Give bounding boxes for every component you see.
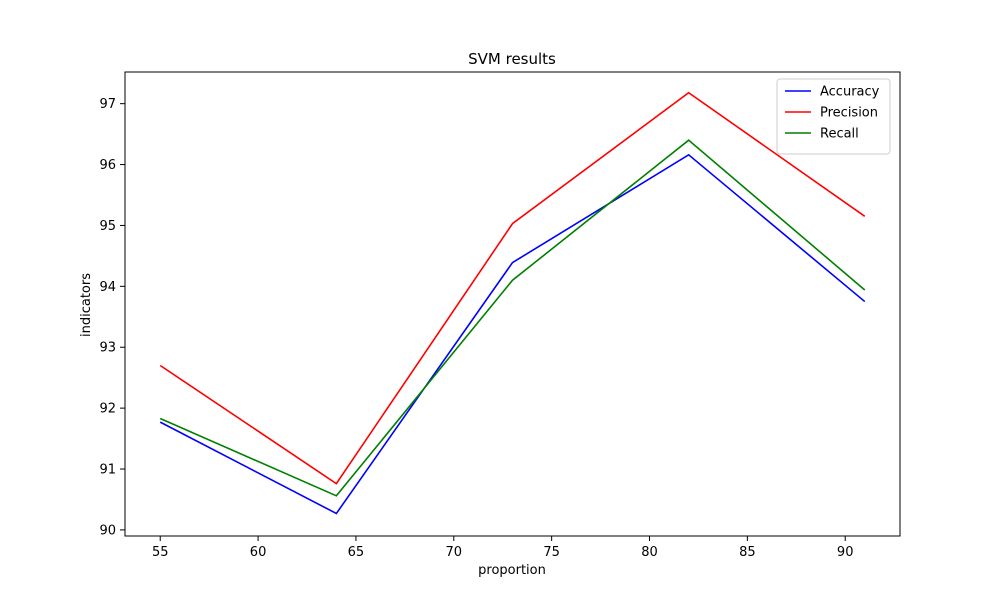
x-tick-label: 60 <box>250 545 267 560</box>
plot-area-frame <box>124 71 901 537</box>
series-line-precision <box>159 91 866 485</box>
x-axis-label: proportion <box>478 563 546 578</box>
series-layer <box>159 91 866 515</box>
legend: Accuracy Precision Recall <box>776 78 891 155</box>
x-tick-label: 75 <box>543 545 560 560</box>
y-axis-ticks: 90 91 92 93 94 95 96 97 <box>99 97 125 538</box>
chart-title: SVM results <box>468 50 556 68</box>
y-tick-label: 95 <box>99 219 116 234</box>
x-axis-ticks: 55 60 65 70 75 80 85 90 <box>152 536 854 560</box>
legend-label-precision: Precision <box>820 106 878 121</box>
x-tick-label: 65 <box>348 545 365 560</box>
x-tick-label: 55 <box>152 545 169 560</box>
x-tick-label: 85 <box>739 545 756 560</box>
y-tick-label: 90 <box>99 523 116 538</box>
x-tick-label: 90 <box>837 545 854 560</box>
y-axis-label: indicators <box>79 273 94 337</box>
x-tick-label: 80 <box>641 545 658 560</box>
legend-box <box>776 78 891 155</box>
series-line-accuracy <box>159 153 866 515</box>
y-tick-label: 97 <box>99 97 116 112</box>
series-line-recall <box>159 139 866 497</box>
legend-label-accuracy: Accuracy <box>820 85 880 100</box>
y-tick-label: 91 <box>99 463 116 478</box>
x-tick-label: 70 <box>446 545 463 560</box>
y-tick-label: 96 <box>99 158 116 173</box>
y-tick-label: 92 <box>99 402 116 417</box>
y-tick-label: 94 <box>99 280 116 295</box>
legend-label-recall: Recall <box>820 127 859 142</box>
y-tick-label: 93 <box>99 341 116 356</box>
